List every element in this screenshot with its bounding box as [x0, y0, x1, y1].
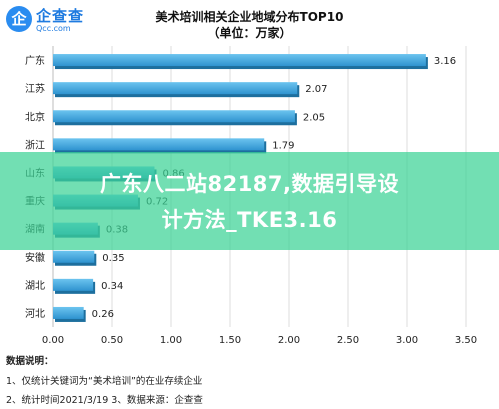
value-label: 2.05: [303, 112, 325, 123]
x-tick-label: 2.50: [337, 335, 359, 346]
category-label: 广东: [25, 54, 45, 67]
note-line-2: 2、统计时间2021/3/19 3、数据来源：企查查: [6, 395, 203, 406]
x-tick-label: 3.50: [455, 335, 477, 346]
category-label: 江苏: [25, 82, 45, 95]
category-label: 湖北: [25, 280, 45, 292]
category-label: 安徽: [25, 251, 45, 264]
qcc-logo-mark: 企: [6, 6, 32, 32]
value-label: 0.26: [92, 309, 114, 320]
x-tick-label: 2.00: [278, 335, 300, 346]
watermark-banner: 广东八二站82187,数据引导设 计方法_TKE3.16: [0, 152, 499, 250]
value-label: 1.79: [272, 140, 294, 151]
chart-subtitle: （单位：万家）: [207, 26, 292, 40]
category-label: 河北: [25, 308, 45, 320]
chart-title: 美术培训相关企业地域分布TOP10: [155, 10, 344, 24]
notes-title: 数据说明：: [6, 356, 54, 367]
qcc-logo: 企 企查查 Qcc.com: [6, 4, 96, 38]
brand-name: 企查查: [36, 7, 85, 25]
x-tick-label: 1.00: [160, 335, 182, 346]
x-tick-label: 0.50: [101, 335, 123, 346]
value-label: 2.07: [305, 84, 327, 95]
category-label: 浙江: [25, 139, 45, 151]
bar: [53, 54, 426, 67]
note-line-1: 1、仅统计关键词为“美术培训”的在业存续企业: [6, 376, 203, 387]
bar: [53, 306, 84, 319]
watermark-line-2: 计方法_TKE3.16: [161, 208, 338, 232]
bar: [53, 250, 95, 263]
x-tick-label: 0.00: [42, 335, 64, 346]
brand-domain: Qcc.com: [36, 24, 71, 33]
bar: [53, 278, 94, 291]
value-label: 3.16: [434, 56, 456, 67]
x-tick-label: 1.50: [219, 335, 241, 346]
bar: [53, 110, 295, 123]
bar: [53, 138, 265, 151]
value-label: 0.34: [101, 281, 123, 292]
bar: [53, 82, 298, 95]
value-label: 0.35: [102, 253, 124, 264]
x-tick-label: 3.00: [396, 335, 418, 346]
category-label: 北京: [25, 110, 45, 123]
watermark-line-1: 广东八二站82187,数据引导设: [99, 172, 400, 196]
